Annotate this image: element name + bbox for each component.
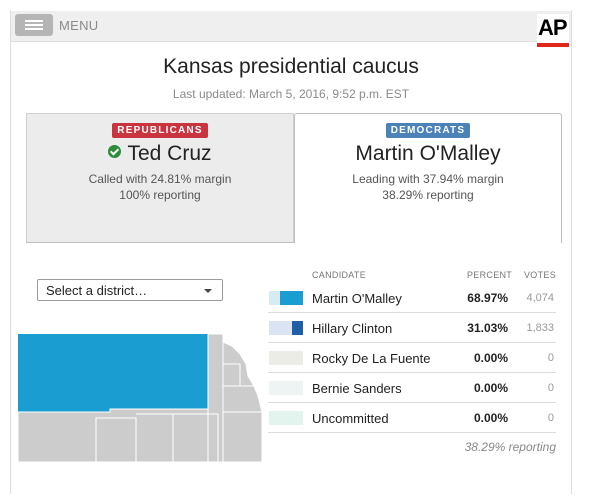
candidate-percent: 31.03%	[467, 321, 508, 335]
ap-logo-bar	[537, 43, 569, 47]
candidate-name: Martin O'Malley	[312, 291, 402, 306]
tab-democrats[interactable]: DEMOCRATS Martin O'Malley Leading with 3…	[294, 113, 562, 243]
winner-name: Ted Cruz	[27, 142, 293, 166]
hamburger-icon	[25, 24, 43, 26]
vote-share-bar	[269, 321, 303, 335]
menu-label[interactable]: MENU	[59, 18, 99, 33]
table-row[interactable]: Hillary Clinton 31.03% 1,833	[268, 313, 556, 343]
vote-share-fill	[292, 321, 303, 335]
district-select-value: Select a district…	[46, 283, 148, 298]
table-row[interactable]: Rocky De La Fuente 0.00% 0	[268, 343, 556, 373]
reporting-text: 38.29% reporting	[382, 188, 474, 202]
candidate-name: Uncommitted	[312, 411, 389, 426]
map-counties-other[interactable]	[18, 334, 263, 463]
candidate-votes: 0	[547, 352, 554, 364]
tab-republicans[interactable]: REPUBLICANS Ted Cruz Called with 24.81% …	[26, 113, 294, 243]
reporting-text: 100% reporting	[119, 188, 201, 202]
candidate-votes: 4,074	[526, 292, 554, 304]
margin-text: Called with 24.81% margin	[88, 172, 232, 186]
candidate-percent: 0.00%	[473, 381, 508, 395]
county-map[interactable]	[18, 334, 263, 464]
candidate-votes: 1,833	[526, 322, 554, 334]
header-candidate: CANDIDATE	[312, 270, 367, 280]
party-badge-republicans: REPUBLICANS	[112, 123, 208, 138]
table-row[interactable]: Martin O'Malley 68.97% 4,074	[268, 283, 556, 313]
check-circle-icon	[108, 145, 122, 158]
candidate-name: Hillary Clinton	[312, 321, 393, 336]
hamburger-icon	[25, 20, 43, 22]
table-reporting: 38.29% reporting	[464, 440, 556, 454]
vote-share-fill	[279, 291, 303, 305]
candidate-percent: 0.00%	[473, 351, 508, 365]
vote-share-bar	[269, 411, 303, 425]
candidate-name: Ted Cruz	[127, 142, 212, 165]
vote-share-bar	[269, 381, 303, 395]
map-counties-leading[interactable]	[18, 334, 208, 412]
top-bar: MENU	[11, 11, 571, 42]
candidate-name: Bernie Sanders	[312, 381, 402, 396]
party-badge-democrats: DEMOCRATS	[385, 123, 471, 138]
tab-underline	[26, 242, 294, 243]
menu-button[interactable]	[15, 14, 53, 36]
page-title: Kansas presidential caucus	[163, 55, 419, 78]
margin-text: Leading with 37.94% margin	[352, 172, 504, 186]
leader-name: Martin O'Malley	[355, 142, 501, 165]
last-updated: Last updated: March 5, 2016, 9:52 p.m. E…	[172, 87, 410, 101]
candidate-percent: 0.00%	[473, 411, 508, 425]
candidate-name: Rocky De La Fuente	[312, 351, 431, 366]
district-select[interactable]: Select a district…	[37, 279, 223, 301]
vote-share-bar	[269, 351, 303, 365]
table-row[interactable]: Bernie Sanders 0.00% 0	[268, 373, 556, 403]
candidate-percent: 68.97%	[467, 291, 508, 305]
candidate-votes: 0	[547, 412, 554, 424]
hamburger-icon	[25, 28, 43, 30]
header-votes: VOTES	[524, 270, 557, 280]
table-row[interactable]: Uncommitted 0.00% 0	[268, 403, 556, 433]
caret-down-icon	[204, 289, 212, 293]
ap-logo-text: AP	[538, 15, 568, 40]
candidate-votes: 0	[547, 382, 554, 394]
header-percent: PERCENT	[467, 270, 513, 280]
vote-share-bar	[269, 291, 303, 305]
ap-logo[interactable]: AP	[537, 14, 569, 47]
